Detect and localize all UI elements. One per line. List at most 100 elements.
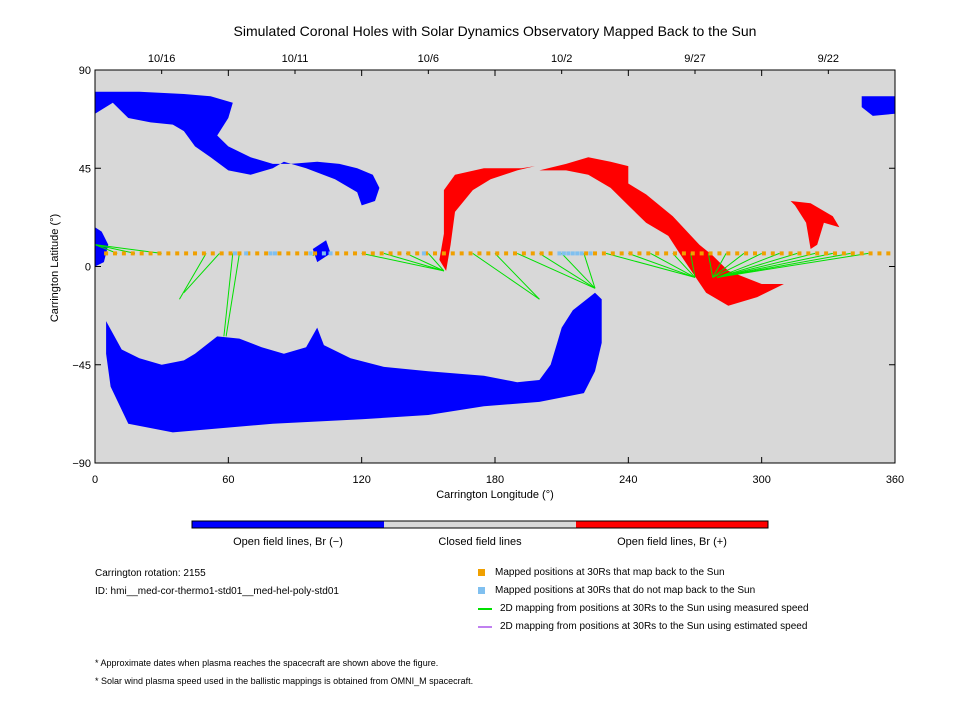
mapped-point-81 bbox=[868, 251, 873, 256]
mapped-point-30 bbox=[388, 251, 393, 256]
mapped-point-40 bbox=[477, 251, 482, 256]
unmapped-point-4 bbox=[308, 251, 313, 256]
mapped-point-57 bbox=[655, 251, 660, 256]
date-tick-label-1: 10/11 bbox=[282, 53, 309, 65]
legend-label: Mapped positions at 30Rs that map back t… bbox=[495, 567, 725, 578]
colorbar-segment-2 bbox=[576, 521, 768, 528]
mapped-point-47 bbox=[539, 251, 544, 256]
legend-label: 2D mapping from positions at 30Rs to the… bbox=[500, 621, 808, 632]
mapped-point-21 bbox=[295, 251, 300, 256]
measured-mapping-line-23 bbox=[707, 253, 714, 278]
mapped-point-1 bbox=[113, 251, 117, 256]
measured-mapping-line-10 bbox=[405, 252, 445, 272]
mapped-point-31 bbox=[397, 251, 402, 256]
mapped-point-7 bbox=[166, 251, 171, 256]
mapped-point-64 bbox=[717, 251, 722, 256]
mapped-point-77 bbox=[833, 251, 837, 256]
unmapped-point-12 bbox=[575, 251, 580, 256]
x-tick-label-2: 120 bbox=[352, 474, 370, 486]
mapped-point-49 bbox=[584, 251, 589, 256]
mapped-point-35 bbox=[433, 251, 437, 256]
mapped-point-14 bbox=[228, 251, 233, 256]
unmapped-point-3 bbox=[273, 251, 277, 256]
measured-mapping-line-14 bbox=[517, 252, 596, 289]
measured-mapping-line-27 bbox=[717, 252, 780, 278]
mapped-point-16 bbox=[246, 251, 251, 256]
mapped-point-75 bbox=[815, 251, 820, 256]
note-speed: * Solar wind plasma speed used in the ba… bbox=[95, 676, 474, 686]
measured-mapping-line-13 bbox=[494, 253, 540, 300]
legend-item: 2D mapping from positions at 30Rs to the… bbox=[478, 603, 809, 614]
measured-mapping-line-17 bbox=[583, 253, 596, 289]
colorbar: Open field lines, Br (−) Closed field lin… bbox=[191, 520, 769, 548]
unmapped-point-11 bbox=[570, 251, 575, 256]
mapped-point-3 bbox=[130, 251, 135, 256]
measured-mapping-line-32 bbox=[717, 252, 869, 278]
mapped-point-43 bbox=[504, 251, 509, 256]
mapped-point-74 bbox=[806, 251, 811, 256]
mapped-point-20 bbox=[286, 251, 291, 256]
unmapped-point-7 bbox=[421, 251, 426, 256]
mapped-point-24 bbox=[335, 251, 340, 256]
x-tick-label-4: 240 bbox=[619, 474, 637, 486]
mapped-point-9 bbox=[184, 251, 189, 256]
mapped-point-66 bbox=[735, 251, 740, 256]
mapped-point-80 bbox=[859, 251, 864, 256]
model-id: ID: hmi__med-cor-thermo1-std01__med-hel-… bbox=[95, 586, 339, 597]
mapped-point-63 bbox=[708, 251, 713, 256]
unmapped-point-6 bbox=[328, 251, 333, 256]
legend-line-swatch bbox=[478, 625, 492, 628]
mapped-point-4 bbox=[139, 251, 144, 256]
colorbar-label-2: Open field lines, Br (+) bbox=[617, 536, 727, 548]
legend-square-swatch bbox=[478, 569, 485, 576]
measured-mapping-line-30 bbox=[717, 252, 833, 278]
unmapped-point-1 bbox=[244, 251, 249, 256]
measured-mapping-line-9 bbox=[383, 252, 445, 272]
mapped-point-12 bbox=[210, 251, 215, 256]
mapped-point-71 bbox=[779, 251, 784, 256]
mapped-point-51 bbox=[601, 251, 606, 256]
unmapped-point-9 bbox=[561, 251, 566, 256]
mapped-point-56 bbox=[646, 251, 651, 256]
x-tick-label-0: 0 bbox=[92, 474, 98, 486]
date-tick-label-0: 10/16 bbox=[148, 53, 176, 65]
measured-mapping-line-6 bbox=[225, 253, 240, 337]
mapped-point-34 bbox=[424, 251, 429, 256]
mapped-point-48 bbox=[548, 251, 553, 256]
chart-title: Simulated Coronal Holes with Solar Dynam… bbox=[234, 23, 757, 39]
plot-area: Negative polarity coronal hole (north ca… bbox=[94, 70, 895, 463]
mapped-point-26 bbox=[353, 251, 357, 256]
mapped-point-38 bbox=[459, 251, 464, 256]
measured-mapping-line-3 bbox=[179, 253, 207, 300]
y-tick-label-3: 45 bbox=[79, 163, 91, 175]
mapped-point-27 bbox=[361, 251, 366, 256]
measured-mapping-line-16 bbox=[561, 253, 596, 289]
mapped-point-52 bbox=[610, 251, 615, 256]
mapped-point-18 bbox=[264, 251, 269, 256]
mapped-point-60 bbox=[681, 251, 686, 256]
mapped-point-23 bbox=[313, 251, 317, 256]
measured-mapping-line-11 bbox=[427, 253, 445, 272]
date-tick-label-5: 9/22 bbox=[818, 53, 839, 65]
mapped-point-22 bbox=[304, 251, 309, 256]
mapped-point-33 bbox=[415, 251, 420, 256]
mapped-point-5 bbox=[148, 251, 153, 256]
mapped-point-67 bbox=[744, 251, 749, 256]
axes: 0 60 120 180 240 300 360 −90 −45 0 45 90 10/16 10/11 1… bbox=[72, 53, 904, 486]
x-tick-label-5: 300 bbox=[752, 474, 770, 486]
mapped-point-15 bbox=[237, 251, 242, 256]
mapped-point-83 bbox=[886, 251, 891, 256]
mapped-point-29 bbox=[379, 251, 384, 256]
measured-mapping-line-22 bbox=[690, 253, 696, 278]
mapped-point-11 bbox=[201, 251, 206, 256]
measured-mapping-line-20 bbox=[650, 252, 696, 278]
coronal-hole-positive-7: Positive polarity coronal hole (northwes… bbox=[790, 201, 840, 249]
date-tick-label-4: 9/27 bbox=[684, 53, 705, 65]
colorbar-segment-1 bbox=[384, 521, 576, 528]
measured-mapping-line-21 bbox=[672, 253, 696, 278]
carrington-rotation: Carrington rotation: 2155 bbox=[95, 568, 206, 579]
mapped-point-6 bbox=[157, 251, 162, 256]
mapped-point-50 bbox=[593, 251, 597, 256]
x-axis-label: Carrington Longitude (°) bbox=[436, 489, 554, 501]
coronal-hole-negative-1: Negative polarity coronal hole (northeas… bbox=[861, 96, 895, 116]
